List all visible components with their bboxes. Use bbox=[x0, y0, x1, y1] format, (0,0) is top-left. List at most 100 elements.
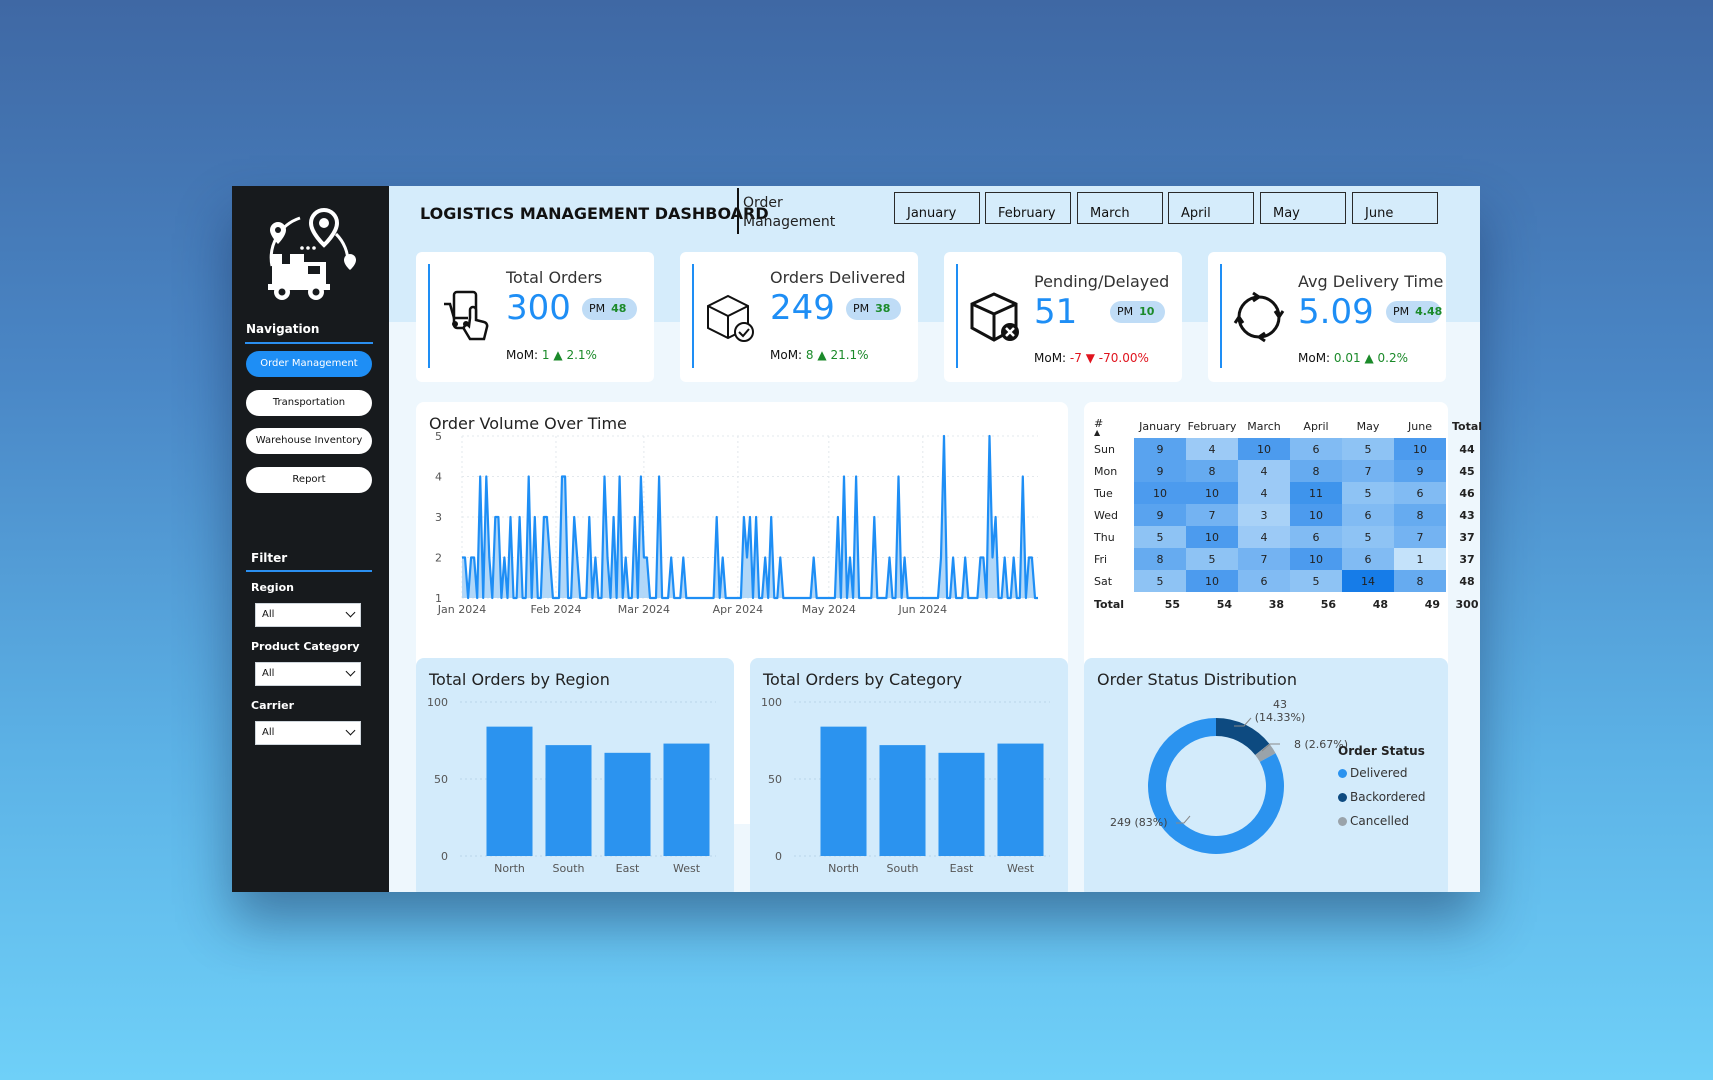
bar-west bbox=[663, 743, 710, 856]
nav-warehouse-inventory-button[interactable]: Warehouse Inventory bbox=[246, 428, 372, 454]
kpi-pending-delayed-value: 51 bbox=[1034, 292, 1078, 332]
cycle-icon bbox=[1233, 291, 1285, 343]
filter-divider bbox=[246, 570, 372, 572]
kpi-orders-delivered-card: Orders Delivered 249 PM 38 MoM: 8 ▲ 21.1% bbox=[680, 252, 918, 382]
region-filter-select[interactable]: All bbox=[255, 603, 361, 627]
kpi-avg-delivery-time-value: 5.09 bbox=[1298, 292, 1374, 332]
title-divider bbox=[737, 188, 739, 234]
status-card: Order Status Distribution 43 (14.33%) 8 … bbox=[1084, 658, 1448, 892]
nav-report-button[interactable]: Report bbox=[246, 467, 372, 493]
month-may-button[interactable]: May bbox=[1260, 192, 1346, 224]
month-june-button[interactable]: June bbox=[1352, 192, 1438, 224]
slice-backordered bbox=[1216, 718, 1270, 755]
month-march-button[interactable]: March bbox=[1077, 192, 1163, 224]
x-tick-label: West bbox=[1007, 862, 1035, 875]
bar-north bbox=[486, 726, 533, 856]
mom-abs: 1 bbox=[541, 348, 550, 362]
pm-label: PM bbox=[589, 302, 606, 315]
heatmap-cell: 1 bbox=[1394, 548, 1446, 570]
heatmap-row-total: 45 bbox=[1459, 464, 1475, 478]
kpi-pending-delayed-label: Pending/Delayed bbox=[1034, 272, 1170, 291]
heatmap-cell: 10 bbox=[1134, 482, 1186, 504]
y-tick-label: 50 bbox=[434, 773, 448, 786]
product-category-filter-label: Product Category bbox=[251, 640, 360, 653]
heatmap-column-header: January bbox=[1139, 419, 1181, 433]
legend-delivered[interactable]: Delivered bbox=[1338, 766, 1407, 780]
heatmap-row: Mon 9 8 4 8 7 9 45 bbox=[1094, 460, 1488, 482]
bar-east bbox=[938, 752, 985, 856]
pm-label: PM bbox=[853, 302, 870, 315]
y-tick-label: 2 bbox=[435, 552, 442, 565]
heatmap-column-total: 49 bbox=[1424, 597, 1440, 611]
legend-label: Backordered bbox=[1350, 790, 1426, 804]
filter-heading: Filter bbox=[251, 551, 288, 565]
triangle-up-icon: ▲ bbox=[1364, 351, 1374, 365]
y-tick-label: 50 bbox=[768, 773, 782, 786]
heatmap-grand-total: 300 bbox=[1455, 597, 1479, 611]
heatmap-cell: 7 bbox=[1238, 548, 1290, 570]
heatmap-cell: 4 bbox=[1186, 438, 1238, 460]
region-chart-title: Total Orders by Region bbox=[429, 670, 610, 689]
phone-order-icon bbox=[444, 290, 489, 341]
heatmap-row-label: Thu bbox=[1094, 530, 1115, 544]
order-volume-card-body: Order Volume Over Time bbox=[416, 402, 1068, 824]
heatmap-cell: 5 bbox=[1134, 570, 1186, 592]
heatmap-column-header: April bbox=[1303, 419, 1329, 433]
triangle-up-icon: ▲ bbox=[817, 348, 827, 362]
heatmap-total-label: Total bbox=[1094, 597, 1125, 611]
leader-line bbox=[1261, 743, 1280, 752]
heatmap-row-total: 44 bbox=[1459, 442, 1475, 456]
mom-abs: -7 bbox=[1069, 351, 1082, 365]
pm-label: PM bbox=[1393, 305, 1410, 318]
heatmap-row-label: Tue bbox=[1094, 486, 1113, 500]
delivered-data-label: 249 (83%) bbox=[1110, 816, 1168, 829]
region-filter-value: All bbox=[262, 609, 275, 620]
legend-dot bbox=[1338, 817, 1347, 826]
heatmap-row-label: Sat bbox=[1094, 574, 1113, 588]
heatmap-cell: 5 bbox=[1290, 570, 1342, 592]
nav-order-management-button[interactable]: Order Management bbox=[246, 351, 372, 377]
bar-west bbox=[997, 743, 1044, 856]
kpi-pending-delayed-card: Pending/Delayed 51 PM 10 MoM: -7 ▼ -70.00… bbox=[944, 252, 1182, 382]
slice-cancelled bbox=[1255, 743, 1276, 762]
status-chart-title: Order Status Distribution bbox=[1097, 670, 1297, 689]
x-tick-label: West bbox=[673, 862, 701, 875]
mom-pct: 2.1% bbox=[566, 348, 597, 362]
y-tick-label: 0 bbox=[441, 850, 448, 863]
chevron-down-icon bbox=[345, 607, 356, 618]
x-tick-label: North bbox=[828, 862, 859, 875]
mom-pct: 21.1% bbox=[830, 348, 869, 362]
legend-backordered[interactable]: Backordered bbox=[1338, 790, 1425, 804]
carrier-filter-value: All bbox=[262, 727, 275, 738]
kpi-orders-delivered-value: 249 bbox=[770, 288, 835, 328]
box-cancel-icon bbox=[970, 292, 1019, 342]
heatmap-column-header: Total bbox=[1451, 419, 1483, 433]
legend-cancelled[interactable]: Cancelled bbox=[1338, 814, 1409, 828]
kpi-total-orders-mom: MoM: 1 ▲ 2.1% bbox=[506, 348, 597, 362]
region-card: Total Orders by Region 0 50 100 North South E… bbox=[416, 658, 734, 892]
product-category-filter-select[interactable]: All bbox=[255, 662, 361, 686]
sort-ascending-icon: ▲ bbox=[1094, 427, 1101, 437]
kpi-avg-delivery-time-card: Avg Delivery Time 5.09 PM 4.48 MoM: 0.01 … bbox=[1208, 252, 1446, 382]
kpi-avg-delivery-time-label: Avg Delivery Time bbox=[1298, 272, 1444, 291]
heatmap-sort-header[interactable]: # ▲ bbox=[1094, 414, 1134, 438]
heatmap-cell: 6 bbox=[1342, 548, 1394, 570]
heatmap-row-label: Fri bbox=[1094, 552, 1108, 566]
region-filter-label: Region bbox=[251, 581, 294, 594]
heatmap-row: Thu 5 10 4 6 5 7 37 bbox=[1094, 526, 1488, 548]
nav-transportation-button[interactable]: Transportation bbox=[246, 390, 372, 416]
heatmap-column-total: 56 bbox=[1320, 597, 1336, 611]
carrier-filter-select[interactable]: All bbox=[255, 721, 361, 745]
month-january-button[interactable]: January bbox=[894, 192, 980, 224]
heatmap-column-total: 48 bbox=[1372, 597, 1388, 611]
pm-label: PM bbox=[1117, 305, 1134, 318]
month-february-button[interactable]: February bbox=[985, 192, 1071, 224]
heatmap-cell: 5 bbox=[1134, 526, 1186, 548]
volume-line bbox=[462, 434, 1038, 600]
mom-label: MoM: bbox=[770, 348, 803, 362]
triangle-down-icon: ▼ bbox=[1085, 351, 1095, 365]
month-april-button[interactable]: April bbox=[1168, 192, 1254, 224]
mom-abs: 8 bbox=[805, 348, 814, 362]
heatmap-cell: 10 bbox=[1186, 482, 1238, 504]
mom-label: MoM: bbox=[1298, 351, 1331, 365]
